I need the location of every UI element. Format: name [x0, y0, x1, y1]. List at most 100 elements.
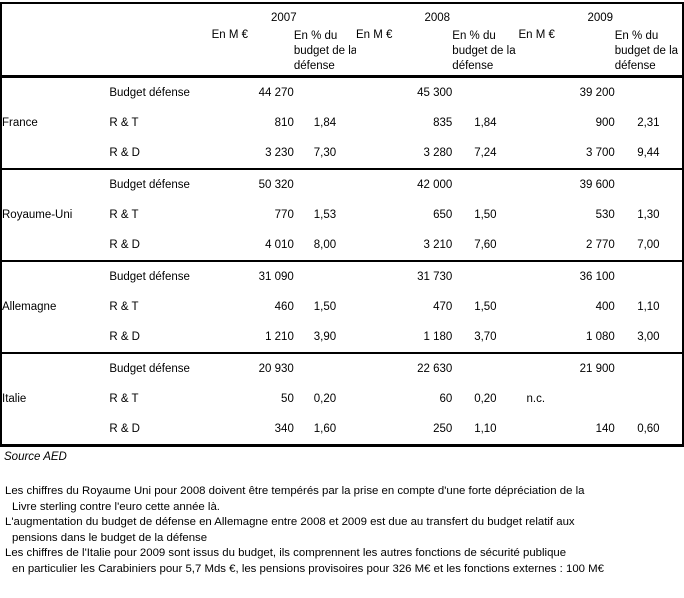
table-row: R & T 50 0,20 60 0,20 n.c.	[1, 384, 683, 414]
value-cell: 39 200	[579, 87, 615, 99]
value-cell: 900	[595, 117, 615, 129]
country-label-allemagne: Allemagne	[1, 260, 110, 353]
table-row: R & D 4 010 8,00 3 210 7,60 2 770 7,00	[1, 230, 683, 261]
source-caption: Source AED	[4, 451, 67, 463]
value-cell: 1,84	[313, 117, 337, 129]
value-cell: 3,70	[474, 331, 497, 343]
table-row: R & D 3 230 7,30 3 280 7,24 3 700 9,44	[1, 138, 683, 169]
value-cell: 7,30	[313, 147, 337, 159]
row-label: R & D	[109, 331, 140, 343]
value-cell: 3 280	[423, 147, 453, 159]
value-cell: 44 270	[258, 87, 294, 99]
value-cell	[293, 168, 357, 200]
year-header-row: 2007 2008 2009	[1, 3, 683, 29]
value-cell: 42 000	[356, 168, 453, 200]
table-row: Royaume-Uni Budget défense 50 320 42 000…	[1, 168, 683, 261]
value-cell: 1,50	[313, 301, 337, 313]
value-cell: 1,50	[474, 209, 497, 221]
value-cell: 1 210	[265, 331, 294, 343]
value-cell: 1 180	[423, 331, 453, 343]
footnote-line: Livre sterling contre l'euro cette année…	[12, 500, 220, 513]
defense-budget-table: 2007 2008 2009 En M € En % du budget de …	[0, 2, 684, 447]
pct-header-text: En % du budget de la défense	[452, 30, 516, 72]
value-cell: 140	[595, 423, 615, 435]
value-cell: 650	[433, 209, 453, 221]
empty-cell	[109, 29, 212, 78]
row-label: Budget défense	[109, 260, 212, 292]
meur-header-2007: En M €	[211, 29, 294, 78]
footnote-line: Les chiffres du Royaume Uni pour 2008 do…	[5, 485, 585, 497]
value-cell	[614, 260, 683, 292]
value-cell: 36 100	[518, 260, 615, 292]
pct-header-2007: En % du budget de la défense	[293, 29, 357, 78]
value-cell: 770	[274, 209, 294, 221]
pct-header-2008: En % du budget de la défense	[452, 29, 519, 78]
value-cell: 460	[274, 301, 294, 313]
value-cell: 39 600	[518, 168, 615, 200]
value-cell: 60	[439, 393, 453, 405]
pct-header-2009: En % du budget de la défense	[614, 29, 683, 78]
value-cell	[452, 352, 519, 384]
country-label-royaume-uni: Royaume-Uni	[1, 168, 110, 261]
value-cell: 0,60	[637, 423, 660, 435]
value-cell	[615, 77, 683, 109]
value-cell: 7,00	[637, 239, 660, 251]
value-cell: 45 300	[417, 87, 453, 99]
row-label: Budget défense	[109, 168, 212, 200]
empty-corner-cell	[1, 3, 109, 29]
table-row: R & T 810 1,84 835 1,84 900 2,31	[1, 108, 683, 138]
value-cell: 22 630	[356, 352, 453, 384]
value-cell: 3 700	[585, 147, 615, 159]
table-row: France Budget défense 44 270 45 300 39 2…	[1, 77, 683, 129]
year-header-2009: 2009	[587, 12, 614, 24]
pct-header-text: En % du budget de la défense	[293, 30, 357, 72]
value-cell: 31 090	[211, 260, 294, 292]
year-header-2008: 2008	[424, 12, 451, 24]
value-cell: 3 210	[423, 239, 453, 251]
table-row: R & T 460 1,50 470 1,50 400 1,10	[1, 292, 683, 322]
value-cell	[294, 77, 356, 109]
empty-corner-cell	[109, 3, 211, 29]
value-cell: 8,00	[313, 239, 337, 251]
value-cell: 50	[281, 393, 294, 405]
value-cell: 4 010	[265, 239, 294, 251]
table-row: R & D 1 210 3,90 1 180 3,70 1 080 3,00	[1, 322, 683, 353]
value-cell	[293, 352, 357, 384]
value-cell	[293, 260, 357, 292]
meur-header-2008: En M €	[356, 29, 453, 78]
value-cell: 9,44	[637, 147, 660, 159]
value-cell	[452, 168, 519, 200]
value-cell: 1,84	[474, 117, 497, 129]
row-label: Budget défense	[109, 87, 190, 99]
value-cell: 21 900	[518, 352, 615, 384]
value-cell: 1,53	[313, 209, 337, 221]
country-label-italie: Italie	[1, 352, 110, 446]
value-cell: 2 770	[585, 239, 615, 251]
value-cell: 1,30	[637, 209, 660, 221]
year-header-2007: 2007	[271, 12, 297, 24]
value-cell	[614, 168, 683, 200]
value-cell: 0,20	[474, 393, 497, 405]
value-cell: 250	[433, 423, 453, 435]
unit-header-row: En M € En % du budget de la défense En M…	[1, 29, 683, 78]
value-cell: 0,20	[313, 393, 337, 405]
row-label: R & D	[109, 423, 140, 435]
value-cell: 7,24	[474, 147, 497, 159]
row-label: R & D	[109, 147, 140, 159]
value-cell: 2,31	[637, 117, 660, 129]
value-cell: 1,10	[637, 301, 660, 313]
country-label-france: France	[2, 117, 38, 129]
footnote-line: en particulier les Carabiniers pour 5,7 …	[12, 562, 604, 575]
row-label: R & T	[109, 393, 139, 405]
footnote-line: pensions dans le budget de la défense	[12, 531, 208, 544]
empty-cell	[1, 29, 110, 78]
row-label: R & T	[109, 209, 139, 221]
pct-header-text: En % du budget de la défense	[614, 30, 679, 72]
value-cell: 3,90	[313, 331, 337, 343]
value-cell: 1,10	[474, 423, 497, 435]
table-header: 2007 2008 2009 En M € En % du budget de …	[1, 3, 683, 78]
value-cell: 20 930	[211, 352, 294, 384]
row-label: R & D	[109, 239, 140, 251]
value-cell: 7,60	[474, 239, 497, 251]
